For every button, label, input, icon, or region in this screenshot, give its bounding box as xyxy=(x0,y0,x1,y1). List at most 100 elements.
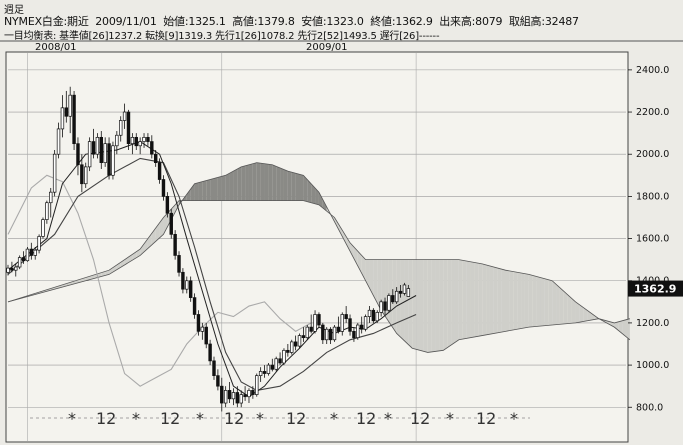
candle-body xyxy=(398,290,403,294)
cloud-segment xyxy=(318,192,323,208)
candle xyxy=(394,287,399,304)
candle-body xyxy=(367,309,372,317)
cloud-segment xyxy=(591,313,595,321)
candle-body xyxy=(130,136,135,145)
candle xyxy=(216,369,220,391)
candle-body xyxy=(383,301,387,311)
cloud-segment xyxy=(214,177,218,201)
cloud-segment xyxy=(109,267,113,275)
candle xyxy=(33,247,37,260)
cloud-segment xyxy=(423,259,428,353)
candle xyxy=(87,137,92,172)
candle xyxy=(367,306,372,323)
candle-body xyxy=(192,297,197,315)
cloud-segment xyxy=(256,162,261,201)
cloud-segment xyxy=(517,272,522,330)
candle xyxy=(325,327,329,344)
candle-body xyxy=(37,236,41,251)
cloud-segment xyxy=(614,321,619,331)
cloud-segment xyxy=(427,259,432,353)
candle-body xyxy=(84,166,88,185)
candle xyxy=(126,109,131,150)
oi-value: 32487 xyxy=(544,15,579,28)
candle-body xyxy=(387,295,391,311)
cloud-segment xyxy=(144,238,148,252)
candle xyxy=(29,242,34,260)
candle-body xyxy=(356,324,360,339)
candle xyxy=(185,276,189,294)
annotation-mark: * xyxy=(196,409,204,428)
senkou2-value: 1493.5 xyxy=(342,31,377,42)
cloud-segment xyxy=(431,259,436,352)
senkou2-label: 先行2[52] xyxy=(297,31,343,42)
y-axis: 800.01000.01200.01400.01600.01800.02000.… xyxy=(628,65,669,413)
cloud-segment xyxy=(248,163,253,201)
cloud-segment xyxy=(497,268,502,333)
close-value: 1362.9 xyxy=(395,15,433,28)
cloud-segment xyxy=(225,173,230,201)
candle-body xyxy=(115,134,119,147)
cloud-segment xyxy=(202,180,207,201)
candle xyxy=(14,263,18,277)
candle xyxy=(348,314,352,336)
candle-body xyxy=(60,107,65,130)
volume-value: 8079 xyxy=(475,15,503,28)
cloud-segment xyxy=(373,259,378,303)
cloud-segment xyxy=(454,259,459,343)
candle-body xyxy=(165,196,170,214)
cloud-segment xyxy=(579,304,584,323)
candle xyxy=(21,251,26,264)
candle xyxy=(387,293,391,313)
cloud-segment xyxy=(272,164,277,201)
cloud-segment xyxy=(587,310,592,321)
candle-body xyxy=(223,390,228,404)
candle-body xyxy=(49,191,53,204)
annotation-mark: * xyxy=(68,409,76,428)
candle-body xyxy=(239,394,243,404)
candle-body xyxy=(68,94,72,117)
x-tick-label: 2009/01 xyxy=(306,42,348,53)
candle xyxy=(6,264,10,276)
candle xyxy=(52,150,57,197)
candle xyxy=(379,299,383,317)
candle-body xyxy=(325,328,329,341)
candle xyxy=(375,310,379,323)
high-label: 高値: xyxy=(232,15,258,28)
annotation-mark: * xyxy=(132,409,140,428)
chikou-span-line xyxy=(7,174,312,387)
last-price-marker: 1362.9 xyxy=(628,280,683,297)
cloud-segment xyxy=(210,178,214,201)
cloud-segment xyxy=(563,291,568,324)
cloud-segment xyxy=(377,259,382,311)
candle xyxy=(115,131,119,155)
candle-body xyxy=(56,128,61,155)
cloud-segment xyxy=(392,259,397,334)
candle-body xyxy=(255,375,259,395)
cloud-segment xyxy=(532,275,537,327)
ichimoku-cloud xyxy=(7,162,631,353)
candle xyxy=(270,358,275,372)
cloud-segment xyxy=(552,280,557,326)
candle xyxy=(134,133,138,150)
cloud-segment xyxy=(416,259,420,351)
ichimoku-legend: 一目均衡表: 基準値[26]1237.2 転換[9]1319.3 先行1[26]… xyxy=(4,27,683,42)
candle xyxy=(336,316,341,334)
candle xyxy=(239,390,243,408)
candle xyxy=(173,230,177,260)
cloud-segment xyxy=(276,166,281,201)
candle xyxy=(363,314,368,332)
candle-body xyxy=(72,94,76,145)
candle-body xyxy=(103,143,107,164)
candle-body xyxy=(340,314,344,332)
cloud-segment xyxy=(241,165,246,201)
cloud-segment xyxy=(322,199,327,212)
candle xyxy=(402,282,407,296)
candle xyxy=(84,162,88,188)
candle xyxy=(56,122,61,159)
candle-body xyxy=(196,314,201,332)
y-tick-label: 800.0 xyxy=(636,402,663,413)
candle-body xyxy=(402,284,407,294)
candle-body xyxy=(204,326,208,345)
annotation-mark: * xyxy=(256,409,264,428)
